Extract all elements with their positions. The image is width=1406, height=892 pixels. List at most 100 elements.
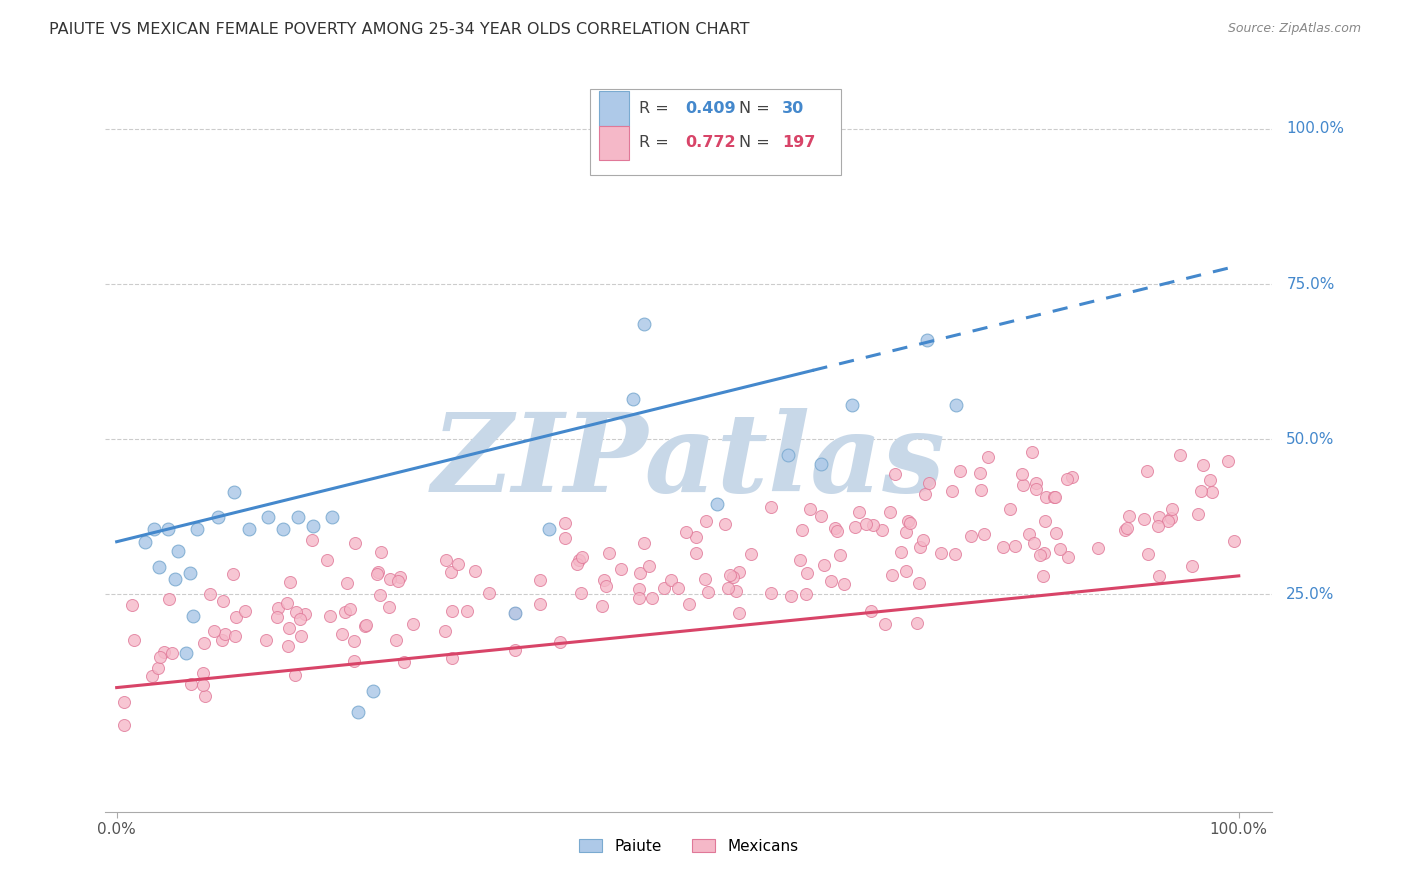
Point [790, 523, 813, 537]
Point [290, 629, 312, 643]
Point [1115, 521, 1137, 535]
Point [1087, 541, 1109, 555]
Point [1035, 490, 1057, 504]
Text: R =: R = [638, 101, 673, 116]
Point [1201, 484, 1223, 499]
Point [571, 550, 593, 565]
Point [654, 581, 676, 595]
Point [659, 573, 682, 587]
Point [1187, 507, 1209, 521]
Point [330, 627, 353, 641]
Point [1137, 547, 1160, 561]
Text: 75.0%: 75.0% [1286, 277, 1334, 292]
Point [366, 566, 388, 581]
Point [142, 522, 165, 536]
Point [180, 676, 202, 690]
Point [211, 632, 233, 647]
Point [943, 547, 966, 561]
Point [284, 668, 307, 682]
Point [266, 610, 288, 624]
Point [706, 498, 728, 512]
Point [202, 624, 225, 639]
Point [862, 517, 884, 532]
Point [855, 517, 877, 532]
Point [1198, 473, 1220, 487]
Point [959, 529, 981, 543]
Point [595, 578, 617, 592]
Point [1032, 569, 1054, 583]
Point [222, 566, 245, 581]
Point [1028, 548, 1050, 562]
FancyBboxPatch shape [589, 89, 841, 175]
Point [830, 548, 852, 562]
Point [696, 585, 718, 599]
Point [666, 582, 689, 596]
Point [718, 568, 741, 582]
Text: 0.409: 0.409 [686, 101, 737, 116]
Point [640, 591, 662, 606]
Point [285, 605, 308, 619]
Point [367, 565, 389, 579]
Point [825, 524, 848, 538]
Point [378, 572, 401, 586]
Point [565, 557, 588, 571]
Point [908, 540, 931, 554]
Point [1057, 549, 1080, 564]
Point [890, 545, 912, 559]
Point [433, 624, 456, 639]
Point [212, 594, 235, 608]
Point [685, 530, 707, 544]
Point [905, 615, 928, 630]
Point [914, 487, 936, 501]
Point [810, 457, 832, 471]
Text: 30: 30 [782, 101, 804, 116]
Point [233, 604, 256, 618]
Point [908, 576, 931, 591]
Point [844, 520, 866, 534]
Point [278, 575, 301, 590]
Point [1021, 444, 1043, 458]
Point [949, 464, 972, 478]
Point [1192, 458, 1215, 472]
Point [848, 505, 870, 519]
Point [343, 633, 366, 648]
Point [441, 604, 464, 618]
Point [434, 552, 457, 566]
Point [167, 544, 190, 558]
Point [277, 639, 299, 653]
Point [550, 635, 572, 649]
Point [238, 522, 260, 536]
Point [554, 516, 576, 531]
Point [628, 582, 651, 596]
Point [354, 619, 377, 633]
Text: ZIPatlas: ZIPatlas [432, 408, 946, 516]
Point [598, 545, 620, 559]
Point [186, 522, 208, 536]
Point [728, 606, 751, 620]
Point [799, 501, 821, 516]
Text: 25.0%: 25.0% [1286, 587, 1334, 602]
Point [389, 570, 412, 584]
Point [638, 559, 661, 574]
Point [214, 626, 236, 640]
Point [1011, 467, 1033, 481]
Text: PAIUTE VS MEXICAN FEMALE POVERTY AMONG 25-34 YEAR OLDS CORRELATION CHART: PAIUTE VS MEXICAN FEMALE POVERTY AMONG 2… [49, 22, 749, 37]
Point [278, 621, 301, 635]
Point [1168, 448, 1191, 462]
Point [1222, 534, 1244, 549]
Point [224, 485, 246, 500]
Point [163, 572, 186, 586]
Point [141, 669, 163, 683]
Point [463, 564, 485, 578]
Point [568, 552, 591, 566]
Point [343, 536, 366, 550]
Text: Source: ZipAtlas.com: Source: ZipAtlas.com [1227, 22, 1361, 36]
Point [796, 566, 818, 580]
Point [1025, 482, 1047, 496]
Point [779, 589, 801, 603]
Point [591, 599, 613, 613]
Point [124, 633, 146, 648]
Point [941, 484, 963, 499]
Point [377, 600, 399, 615]
Point [685, 546, 707, 560]
